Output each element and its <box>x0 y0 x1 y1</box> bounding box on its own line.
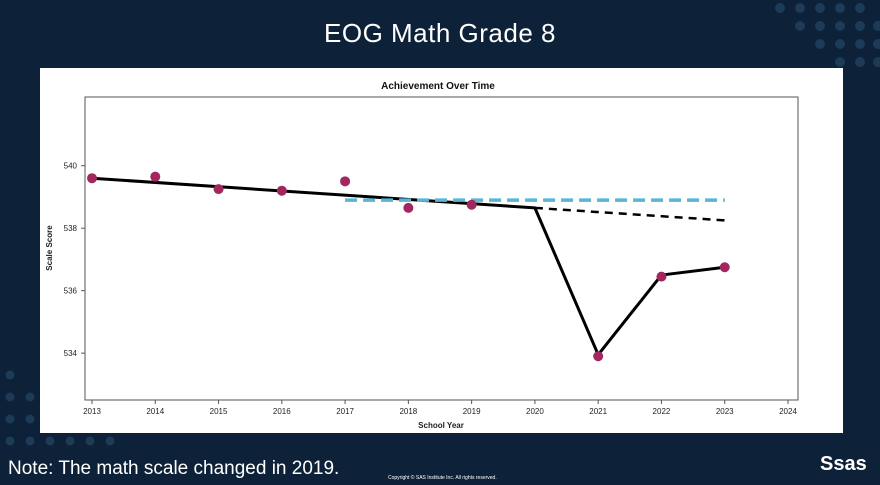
data-point-2016 <box>276 185 287 196</box>
x-tick-label: 2023 <box>716 407 734 416</box>
x-tick-label: 2015 <box>210 407 228 416</box>
y-tick-label: 536 <box>64 287 78 296</box>
decor-dot <box>5 436 15 446</box>
data-point-2022 <box>656 271 667 282</box>
decor-dot <box>855 39 865 49</box>
y-axis-title: Scale Score <box>45 225 54 271</box>
y-tick-label: 534 <box>64 349 78 358</box>
decor-dot <box>873 39 880 49</box>
decor-dot <box>45 436 55 446</box>
plot-area-frame <box>84 96 799 401</box>
decor-dot <box>873 21 880 31</box>
decor-dot <box>815 39 825 49</box>
chart-panel: Achievement Over Time 2013 2014 2015 2016 20… <box>40 68 843 433</box>
decor-dot <box>795 3 805 13</box>
decor-dot <box>815 21 825 31</box>
decor-dot <box>775 3 785 13</box>
projected-trend-line <box>534 206 725 222</box>
x-axis-title: School Year <box>418 421 464 430</box>
x-tick-label: 2013 <box>83 407 101 416</box>
decor-dot <box>873 57 880 67</box>
decor-dot <box>855 57 865 67</box>
decor-dot <box>855 21 865 31</box>
decor-dot <box>5 370 15 380</box>
decor-dot <box>795 21 805 31</box>
x-tick-label: 2017 <box>336 407 354 416</box>
decor-dot <box>835 3 845 13</box>
decor-dot <box>5 414 15 424</box>
x-tick-label: 2014 <box>146 407 164 416</box>
decor-dot <box>25 436 35 446</box>
x-tick-label: 2020 <box>526 407 544 416</box>
decor-dot <box>25 414 35 424</box>
x-tick-label: 2021 <box>589 407 607 416</box>
y-axis-ticks: 534 536 538 540 <box>64 162 85 358</box>
decor-dot <box>835 39 845 49</box>
decor-dot <box>25 392 35 402</box>
decorative-dots-top-right <box>775 3 880 67</box>
data-point-2021 <box>593 351 604 362</box>
data-point-2015 <box>213 184 224 195</box>
data-point-2013 <box>87 173 97 184</box>
footnote: Note: The math scale changed in 2019. <box>8 458 340 479</box>
chart-title: Achievement Over Time <box>381 81 495 92</box>
decor-dot <box>85 436 95 446</box>
x-tick-label: 2024 <box>779 407 797 416</box>
slide-title: EOG Math Grade 8 <box>324 18 556 48</box>
y-tick-label: 538 <box>64 224 78 233</box>
y-tick-label: 540 <box>64 162 78 171</box>
data-point-2017 <box>340 176 351 187</box>
x-tick-label: 2019 <box>463 407 481 416</box>
x-axis-ticks: 2013 2014 2015 2016 2017 2018 2019 2020 2021 2022… <box>83 400 797 416</box>
series-points <box>87 171 730 362</box>
data-point-2023 <box>719 262 730 273</box>
x-tick-label: 2022 <box>653 407 671 416</box>
data-point-2019 <box>466 199 477 210</box>
data-point-2018 <box>403 202 414 213</box>
decor-dot <box>835 21 845 31</box>
copyright-text: Copyright © SAS Institute Inc. All right… <box>388 475 497 481</box>
decor-dot <box>815 3 825 13</box>
decor-dot <box>65 436 75 446</box>
data-point-2014 <box>150 171 161 182</box>
achievement-chart: Achievement Over Time 2013 2014 2015 2016 20… <box>45 81 799 430</box>
decor-dot <box>105 436 115 446</box>
decor-dot <box>5 392 15 402</box>
decor-dot <box>835 57 845 67</box>
x-tick-label: 2018 <box>399 407 417 416</box>
x-tick-label: 2016 <box>273 407 291 416</box>
sas-logo: Ssas <box>820 453 867 475</box>
decor-dot <box>855 3 865 13</box>
